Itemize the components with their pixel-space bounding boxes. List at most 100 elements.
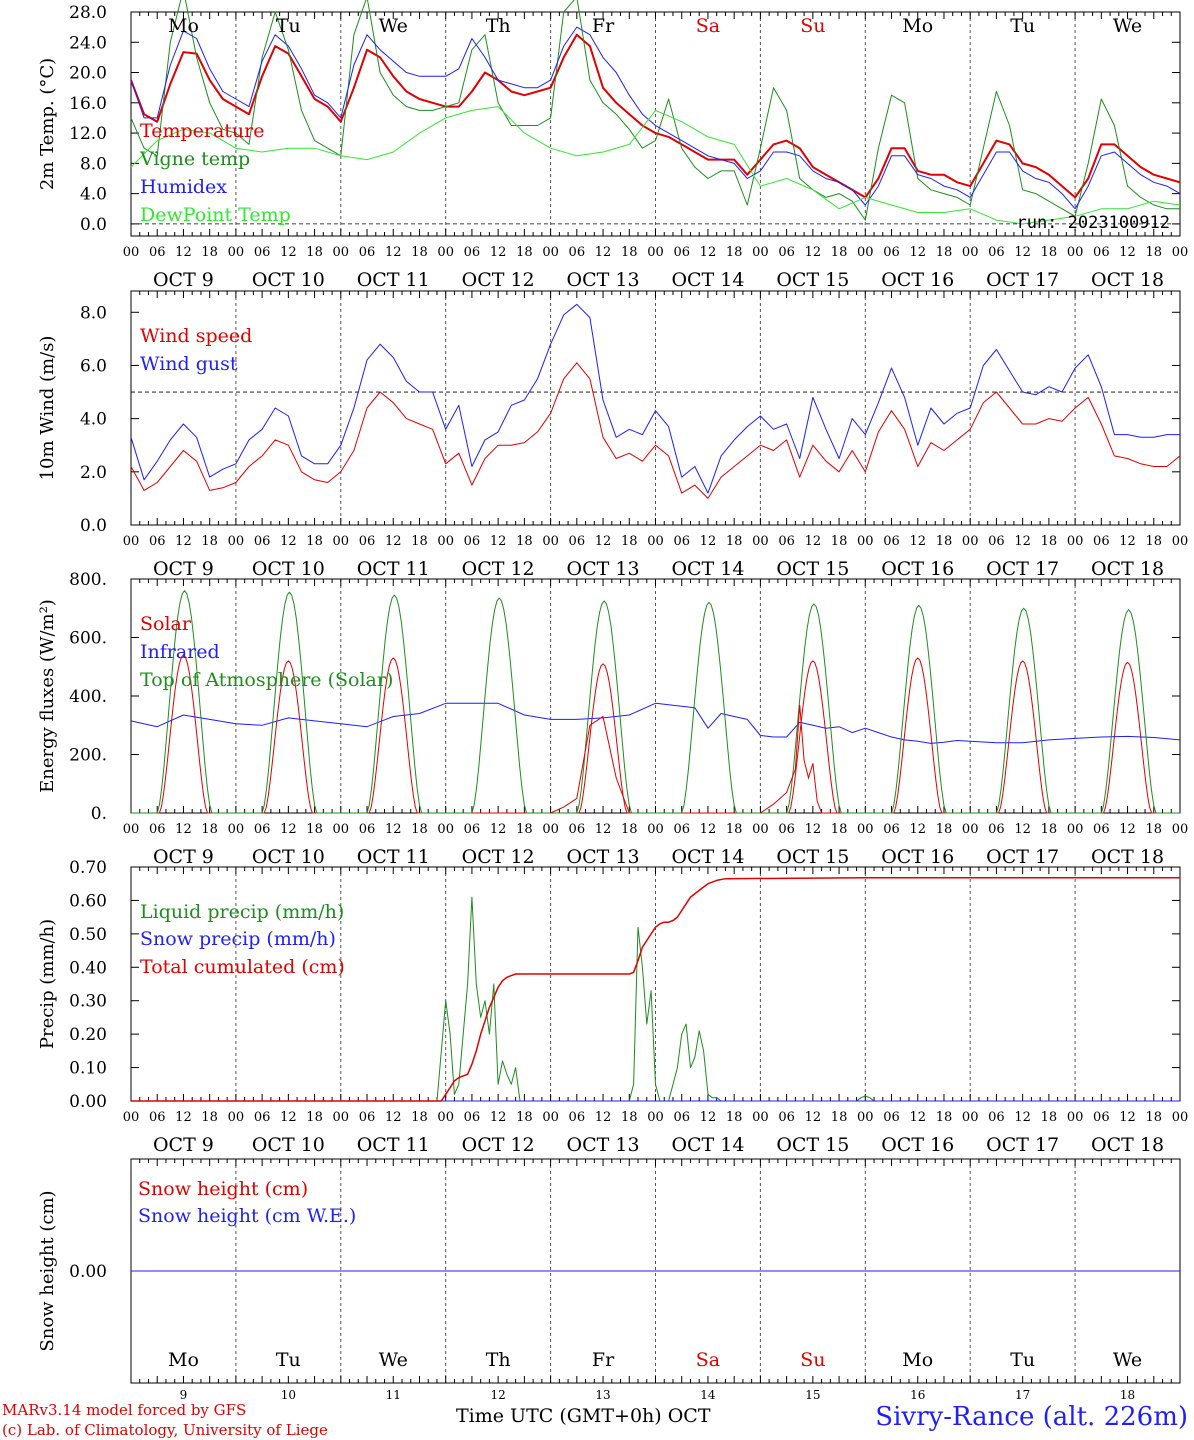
hour-label: 18 [621,245,638,260]
hour-label: 12 [175,1110,192,1125]
hour-label: 18 [831,1110,848,1125]
legend-entry: Wind speed [140,325,252,347]
date-label: OCT 17 [986,558,1059,580]
hour-label: 18 [1146,822,1163,837]
day-number: 16 [910,1388,925,1402]
hour-label: 12 [280,245,297,260]
weekday-label-bottom: Tu [276,1349,301,1371]
hour-label: 18 [726,245,743,260]
hour-label: 00 [228,245,245,260]
hour-label: 06 [778,245,795,260]
hour-label: 00 [123,245,140,260]
panel-4: 0.70 0.60 0.50 0.40 0.30 0.20 0.10 0.00 Precip (… [37,858,1188,1156]
hour-label: 18 [516,245,533,260]
hour-label: 12 [700,245,717,260]
hour-label: 18 [306,1110,323,1125]
hour-label: 12 [1119,534,1136,549]
hour-label: 18 [201,822,218,837]
hour-label: 06 [883,822,900,837]
hour-label: 06 [1093,1110,1110,1125]
hour-label: 06 [464,245,481,260]
hour-label: 00 [962,1110,979,1125]
y-tick-label: 600. [69,629,107,649]
hour-label: 12 [175,822,192,837]
hour-label: 18 [936,245,953,260]
hour-label: 00 [123,822,140,837]
legend-entry: Solar [140,613,192,635]
hour-label: 06 [778,822,795,837]
hour-label: 06 [254,245,271,260]
date-label: OCT 16 [881,269,954,291]
hour-label: 00 [333,534,350,549]
y-axis-label: 10m Wind (m/s) [37,336,58,481]
hour-label: 00 [123,534,140,549]
hour-label: 12 [385,245,402,260]
hour-label: 12 [175,245,192,260]
date-label: OCT 12 [462,846,535,868]
y-tick-label: 0. [91,804,107,824]
hour-label: 00 [542,534,559,549]
hour-label: 18 [831,822,848,837]
hour-label: 06 [1093,534,1110,549]
y-tick-label: 16.0 [69,94,107,114]
series-line-1 [130,362,1181,499]
y-tick-label: 0.60 [69,891,107,911]
series-line-3 [131,876,1180,1102]
weekday-label-top: Su [800,15,825,37]
legend-entry: DewPoint Temp [140,204,291,226]
panel-2: 8.0 6.0 4.0 2.0 0.0 10m Wind (m/s) Wind speed W… [37,290,1188,580]
series-line-4 [130,106,1181,225]
y-tick-label: 4.0 [80,185,107,205]
hour-label: 06 [988,534,1005,549]
day-number: 18 [1120,1388,1135,1402]
weekday-label-bottom: Mo [168,1349,199,1371]
y-axis-label: Precip (mm/h) [37,919,58,1049]
date-label: OCT 9 [153,558,214,580]
hour-label: 06 [569,534,586,549]
hour-label: 06 [569,1110,586,1125]
hour-label: 18 [621,822,638,837]
date-label: OCT 9 [153,846,214,868]
date-label: OCT 14 [671,558,744,580]
hour-label: 00 [962,534,979,549]
legend-entry: Wind gust [140,353,238,375]
date-label: OCT 16 [881,558,954,580]
hour-label: 12 [909,822,926,837]
panel-3: 800. 600. 400. 200. 0. Energy fluxes (W/m²) So… [37,570,1188,868]
hour-label: 18 [1146,1110,1163,1125]
hour-label: 00 [1172,245,1189,260]
weekday-label-bottom: Th [486,1349,511,1371]
hour-label: 12 [595,822,612,837]
date-label: OCT 18 [1091,558,1164,580]
y-tick-label: 800. [69,570,107,590]
hour-label: 12 [385,822,402,837]
hour-label: 06 [988,822,1005,837]
hour-label: 00 [542,1110,559,1125]
date-label: OCT 12 [462,269,535,291]
y-tick-label: 2.0 [80,463,107,483]
date-label: OCT 18 [1091,846,1164,868]
y-tick-label: 0.10 [69,1059,107,1079]
series-line-3 [131,590,1180,814]
hour-label: 18 [411,1110,428,1125]
hour-label: 12 [385,534,402,549]
hour-label: 06 [254,822,271,837]
day-number: 17 [1015,1388,1030,1402]
hour-label: 12 [280,822,297,837]
y-tick-label: 24.0 [69,33,107,53]
hour-label: 00 [228,822,245,837]
y-tick-label: 0.0 [80,516,107,536]
y-tick-label: 0.00 [69,1262,107,1282]
hour-label: 00 [962,245,979,260]
hour-label: 00 [647,534,664,549]
hour-label: 00 [123,1110,140,1125]
hour-label: 06 [464,822,481,837]
hour-label: 12 [805,534,822,549]
hour-label: 00 [1067,1110,1084,1125]
hour-label: 00 [752,1110,769,1125]
hour-label: 12 [490,1110,507,1125]
hour-label: 18 [1041,534,1058,549]
hour-label: 18 [726,1110,743,1125]
hour-label: 18 [411,822,428,837]
